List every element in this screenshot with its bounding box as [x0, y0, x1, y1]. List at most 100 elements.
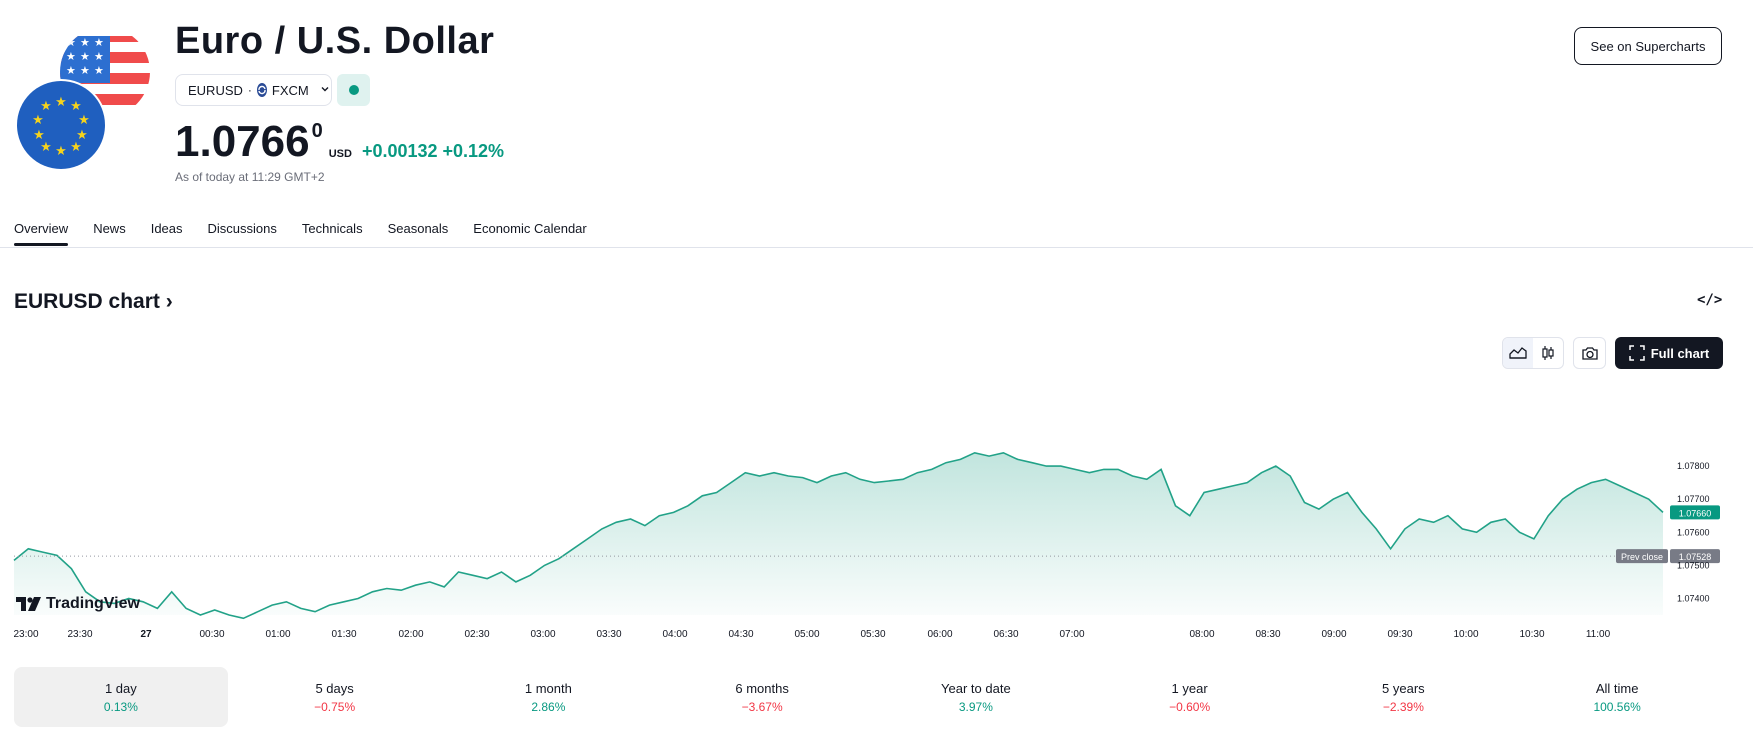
- svg-text:★: ★: [70, 99, 82, 114]
- x-tick-label: 06:00: [927, 629, 952, 640]
- svg-text:★: ★: [76, 128, 88, 143]
- svg-text:★: ★: [66, 36, 76, 49]
- period-value: 2.86%: [531, 699, 566, 714]
- x-tick-label: 01:30: [331, 629, 356, 640]
- symbol-logo: ★ ★ ★ ★ ★ ★ ★ ★ ★ ★ ★ ★ ★ ★ ★ ★ ★ ★ ★: [14, 27, 150, 172]
- tab-overview[interactable]: Overview: [14, 221, 69, 246]
- period-5-days[interactable]: 5 days −0.75%: [228, 667, 442, 727]
- x-tick-label: 06:30: [993, 629, 1018, 640]
- period-1-day[interactable]: 1 day 0.13%: [14, 667, 228, 727]
- x-tick-label: 04:00: [662, 629, 687, 640]
- period-label: 5 years: [1382, 680, 1425, 696]
- area-chart-icon: [1509, 347, 1527, 359]
- period-value: 0.13%: [103, 699, 138, 714]
- x-tick-label: 02:00: [398, 629, 423, 640]
- svg-text:★: ★: [66, 64, 76, 77]
- period-value: −2.39%: [1382, 699, 1424, 714]
- separator-dot: ·: [247, 83, 252, 97]
- x-tick-label: 01:00: [265, 629, 290, 640]
- performance-periods: 1 day 0.13% 5 days −0.75% 1 month 2.86% …: [14, 667, 1724, 727]
- exchange-label: FXCM: [271, 82, 309, 98]
- svg-text:★: ★: [33, 128, 45, 143]
- area-chart-button[interactable]: [1503, 338, 1533, 368]
- period-label: 1 day: [104, 680, 137, 696]
- tab-seasonals[interactable]: Seasonals: [387, 221, 449, 236]
- tab-economic-calendar[interactable]: Economic Calendar: [473, 221, 587, 236]
- period-label: Year to date: [941, 680, 1011, 696]
- chart-title-link[interactable]: EURUSD chart ›: [14, 290, 173, 313]
- x-tick-label: 03:00: [530, 629, 555, 640]
- x-tick-label: 05:30: [860, 629, 885, 640]
- period-value: 100.56%: [1593, 699, 1641, 714]
- svg-text:★: ★: [55, 144, 67, 159]
- current-price-label: 1.07660: [1679, 508, 1712, 518]
- svg-text:★: ★: [66, 50, 76, 63]
- tabs-divider: [0, 247, 1753, 248]
- price-value: 1.0766: [175, 117, 310, 166]
- price-line: [13, 451, 1664, 620]
- y-tick-label: 1.07400: [1677, 593, 1710, 603]
- market-status-indicator[interactable]: [337, 74, 370, 106]
- period-6-months[interactable]: 6 months −3.67%: [655, 667, 869, 727]
- price-change: +0.00132 +0.12%: [361, 141, 505, 161]
- x-tick-label: 08:00: [1189, 629, 1214, 640]
- full-chart-label: Full chart: [1650, 345, 1710, 361]
- period-5-years[interactable]: 5 years −2.39%: [1297, 667, 1511, 727]
- y-tick-label: 1.07800: [1677, 461, 1710, 471]
- code-embed-icon[interactable]: </>: [1697, 292, 1723, 308]
- eu-us-flags-icon: ★ ★ ★ ★ ★ ★ ★ ★ ★ ★ ★ ★ ★ ★ ★ ★ ★ ★ ★: [15, 27, 150, 171]
- prev-close-value-tag: [1670, 549, 1720, 564]
- x-tick-label: 07:00: [1059, 629, 1084, 640]
- x-tick-label: 10:30: [1519, 629, 1544, 640]
- svg-text:★: ★: [94, 50, 104, 63]
- svg-text:★: ★: [40, 140, 52, 155]
- period-year-to-date[interactable]: Year to date 3.97%: [869, 667, 1083, 727]
- price-superscript: 0: [311, 120, 323, 142]
- tab-technicals[interactable]: Technicals: [301, 221, 363, 236]
- fxcm-logo-icon: [256, 83, 267, 97]
- x-tick-label: 10:00: [1453, 629, 1478, 640]
- fullscreen-icon: [1628, 345, 1645, 361]
- svg-text:★: ★: [70, 140, 82, 155]
- period-all-time[interactable]: All time 100.56%: [1510, 667, 1724, 727]
- section-tabs: Overview News Ideas Discussions Technica…: [14, 221, 612, 246]
- full-chart-button[interactable]: Full chart: [1615, 337, 1723, 369]
- candles-button[interactable]: [1533, 338, 1563, 368]
- svg-text:★: ★: [78, 113, 90, 128]
- svg-text:★: ★: [94, 64, 104, 77]
- period-1-month[interactable]: 1 month 2.86%: [442, 667, 656, 727]
- price-area-fill: [14, 452, 1663, 619]
- x-tick-label: 09:30: [1387, 629, 1412, 640]
- tradingview-logo[interactable]: TradingView: [16, 595, 140, 613]
- current-price-tag: [1670, 505, 1720, 520]
- tab-ideas[interactable]: Ideas: [150, 221, 183, 236]
- period-value: −0.75%: [314, 699, 356, 714]
- svg-text:★: ★: [32, 113, 44, 128]
- period-label: 1 year: [1171, 680, 1208, 696]
- tradingview-logo-icon: [16, 597, 41, 611]
- x-tick-label: 03:30: [596, 629, 621, 640]
- period-label: 1 month: [524, 680, 572, 696]
- y-tick-label: 1.07600: [1677, 527, 1710, 537]
- period-value: −0.60%: [1169, 699, 1211, 714]
- period-label: All time: [1595, 680, 1639, 696]
- chevron-down-icon: [320, 84, 330, 97]
- symbol-selector[interactable]: EURUSD · FXCM: [175, 74, 332, 106]
- svg-text:★: ★: [55, 95, 67, 110]
- prev-close-tag: [1616, 549, 1668, 564]
- prev-close-label: Prev close: [1621, 552, 1663, 562]
- market-open-dot-icon: [348, 85, 359, 95]
- tab-discussions[interactable]: Discussions: [207, 221, 277, 236]
- x-tick-label: 08:30: [1255, 629, 1280, 640]
- period-1-year[interactable]: 1 year −0.60%: [1083, 667, 1297, 727]
- period-label: 5 days: [315, 680, 354, 696]
- snapshot-button[interactable]: [1573, 337, 1606, 369]
- tab-news[interactable]: News: [93, 221, 126, 236]
- x-tick-label: 02:30: [464, 629, 489, 640]
- period-value: −3.67%: [741, 699, 783, 714]
- x-tick-label: 23:00: [13, 629, 38, 640]
- svg-text:★: ★: [40, 99, 52, 114]
- see-on-supercharts-button[interactable]: See on Supercharts: [1574, 27, 1722, 65]
- price-chart[interactable]: Prev close 1.07528 1.07800 1.07700 1.07600 1.…: [0, 380, 1753, 650]
- svg-text:★: ★: [94, 36, 104, 49]
